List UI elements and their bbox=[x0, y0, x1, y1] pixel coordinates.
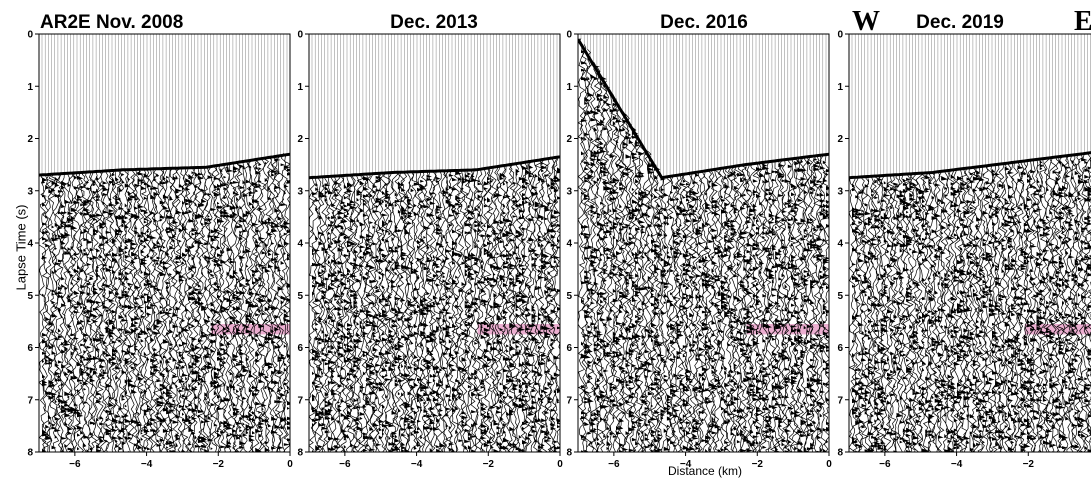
x-tick-label: −2 bbox=[1023, 459, 1035, 470]
x-tick-label: −4 bbox=[951, 459, 963, 470]
y-tick-label: 3 bbox=[27, 186, 33, 197]
y-tick-label: 8 bbox=[27, 448, 33, 459]
y-tick-label: 8 bbox=[566, 448, 572, 459]
y-tick-label: 4 bbox=[297, 239, 303, 250]
y-tick-label: 7 bbox=[297, 395, 303, 406]
panel-frame bbox=[38, 33, 291, 453]
y-tick-label: 6 bbox=[566, 343, 572, 354]
first-arrival bbox=[849, 151, 1091, 180]
y-tick-label: 1 bbox=[837, 82, 843, 93]
panel-1: AR2E Nov. 2008 0 1 2 3 4 5 6 7 8 −6 −4 −2 0 bbox=[27, 12, 293, 470]
x-tick-label: −2 bbox=[213, 459, 225, 470]
y-tick-label: 5 bbox=[297, 291, 303, 302]
x-tick-label: −6 bbox=[879, 459, 891, 470]
y-tick-label: 8 bbox=[837, 448, 843, 459]
west-direction-label: W bbox=[852, 6, 880, 37]
y-tick-label: 0 bbox=[837, 30, 843, 41]
panel-title: Dec. 2016 bbox=[660, 12, 748, 33]
panel-2: Dec. 2013 0 1 2 3 4 5 6 7 8 −6 −4 −2 0 bbox=[297, 12, 563, 470]
y-tick-label: 4 bbox=[566, 239, 572, 250]
y-tick-label: 2 bbox=[566, 134, 572, 145]
y-tick-label: 0 bbox=[297, 30, 303, 41]
x-tick-label: −6 bbox=[69, 459, 81, 470]
seismic-traces bbox=[309, 34, 560, 452]
x-tick-label: −2 bbox=[483, 459, 495, 470]
pre-arrival-traces bbox=[311, 34, 558, 179]
y-tick-label: 6 bbox=[297, 343, 303, 354]
y-tick-label: 2 bbox=[297, 134, 303, 145]
y-tick-label: 3 bbox=[566, 186, 572, 197]
x-tick-label: −6 bbox=[608, 459, 620, 470]
first-arrival bbox=[578, 38, 829, 180]
y-tick-label: 0 bbox=[27, 30, 33, 41]
y-tick-label: 7 bbox=[566, 395, 572, 406]
x-tick-label: 0 bbox=[826, 459, 832, 470]
x-tick-label: −6 bbox=[339, 459, 351, 470]
y-tick-label: 3 bbox=[297, 186, 303, 197]
y-tick-label: 5 bbox=[27, 291, 33, 302]
first-arrival bbox=[309, 155, 560, 180]
x-axis-label: Distance (km) bbox=[667, 464, 742, 478]
seismic-traces bbox=[39, 34, 290, 452]
pre-arrival-traces bbox=[580, 34, 827, 179]
x-tick-label: 0 bbox=[287, 459, 293, 470]
y-tick-label: 7 bbox=[837, 395, 843, 406]
pre-arrival-traces bbox=[41, 34, 288, 176]
highlight-band bbox=[746, 323, 829, 335]
x-tick-label: −4 bbox=[680, 459, 692, 470]
y-tick-label: 8 bbox=[297, 448, 303, 459]
panel-3: Dec. 2016 0 1 2 3 4 5 6 7 8 −6 −4 −2 0 bbox=[566, 12, 832, 470]
x-tick-label: −2 bbox=[752, 459, 764, 470]
filled-wavelets bbox=[581, 42, 829, 452]
seismic-traces bbox=[849, 34, 1091, 452]
y-tick-label: 4 bbox=[837, 239, 843, 250]
y-tick-label: 3 bbox=[837, 186, 843, 197]
y-tick-label: 1 bbox=[566, 82, 572, 93]
filled-wavelets bbox=[42, 158, 290, 452]
wiggle-traces bbox=[39, 152, 290, 452]
pre-arrival-traces bbox=[851, 34, 1091, 179]
y-tick-label: 6 bbox=[27, 343, 33, 354]
y-tick-label: 1 bbox=[297, 82, 303, 93]
x-tick-label: 0 bbox=[557, 459, 563, 470]
y-tick-label: 5 bbox=[566, 291, 572, 302]
y-tick-label: 7 bbox=[27, 395, 33, 406]
y-tick-label: 0 bbox=[566, 30, 572, 41]
east-direction-label: E bbox=[1074, 6, 1091, 37]
panel-title: AR2E Nov. 2008 bbox=[40, 12, 183, 33]
y-tick-label: 2 bbox=[27, 134, 33, 145]
y-tick-label: 2 bbox=[837, 134, 843, 145]
highlight-band bbox=[1024, 323, 1091, 335]
panel-title: Dec. 2019 bbox=[916, 12, 1004, 33]
filled-wavelets bbox=[852, 157, 1091, 452]
y-tick-label: 6 bbox=[837, 343, 843, 354]
panel-4: Dec. 2019 0 1 2 3 4 5 6 7 8 −6 −4 −2 bbox=[837, 12, 1091, 470]
highlight-band bbox=[211, 323, 290, 335]
panel-title: Dec. 2013 bbox=[390, 12, 478, 33]
y-tick-label: 4 bbox=[27, 239, 33, 250]
x-tick-label: −4 bbox=[141, 459, 153, 470]
first-arrival bbox=[39, 152, 290, 177]
y-tick-label: 1 bbox=[27, 82, 33, 93]
y-axis-label: Lapse Time (s) bbox=[13, 204, 29, 291]
x-tick-label: −4 bbox=[411, 459, 423, 470]
seismic-traces bbox=[578, 34, 829, 452]
y-tick-label: 5 bbox=[837, 291, 843, 302]
